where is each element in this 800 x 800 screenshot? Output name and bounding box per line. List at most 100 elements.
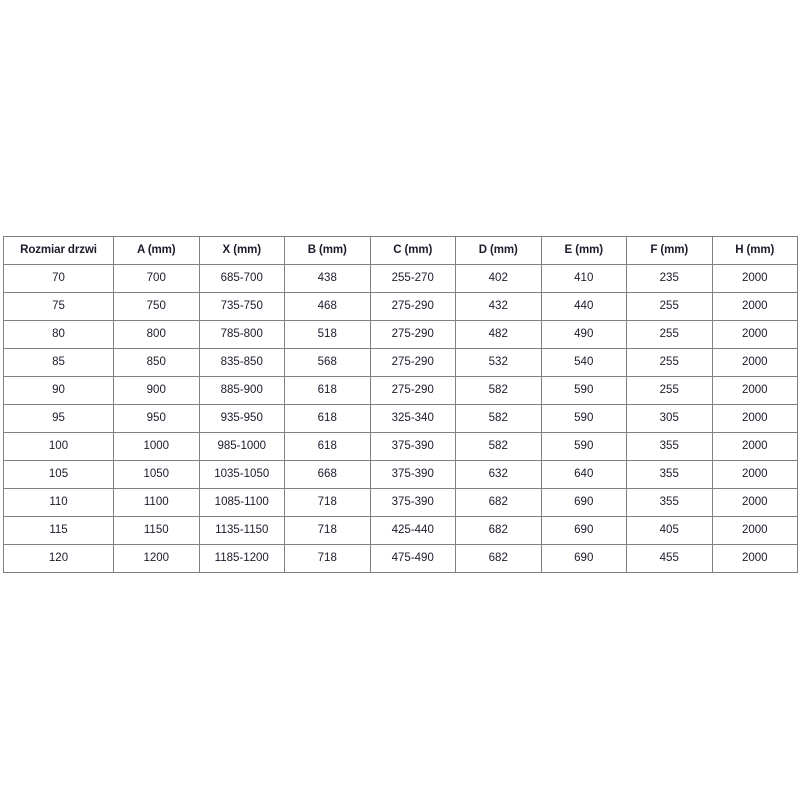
- table-cell: 1185-1200: [198, 544, 285, 573]
- table-row: 100 1000 985-1000 618 375-390 582 590 355 2000: [3, 432, 798, 461]
- table-cell: 255: [626, 320, 713, 349]
- table-cell: 935-950: [198, 404, 285, 433]
- table-row: 70 700 685-700 438 255-270 402 410 235 2000: [3, 264, 798, 293]
- table-cell: 475-490: [369, 544, 456, 573]
- table-cell: 1135-1150: [198, 516, 285, 545]
- table-header: Rozmiar drzwi A (mm) X (mm) B (mm) C (mm) D (…: [3, 236, 798, 265]
- table-cell: 618: [284, 404, 371, 433]
- table-cell: 985-1000: [198, 432, 285, 461]
- column-header-6: D (mm): [455, 236, 542, 265]
- table-cell: 375-390: [369, 488, 456, 517]
- column-header-3: X (mm): [198, 236, 285, 265]
- table-cell: 235: [626, 264, 713, 293]
- table-cell: 468: [284, 292, 371, 321]
- column-header-8: F (mm): [626, 236, 713, 265]
- column-header-1: Rozmiar drzwi: [3, 236, 114, 265]
- table-cell: 455: [626, 544, 713, 573]
- row-label-cell: 80: [3, 320, 114, 349]
- table-cell: 1150: [113, 516, 200, 545]
- table-cell: 590: [540, 404, 627, 433]
- table-cell: 440: [540, 292, 627, 321]
- table-row: 90 900 885-900 618 275-290 582 590 255 2000: [3, 376, 798, 405]
- row-label-cell: 85: [3, 348, 114, 377]
- table-cell: 690: [540, 488, 627, 517]
- table-row: 85 850 835-850 568 275-290 532 540 255 2000: [3, 348, 798, 377]
- table-cell: 1000: [113, 432, 200, 461]
- table-cell: 375-390: [369, 460, 456, 489]
- table-cell: 690: [540, 544, 627, 573]
- column-header-9: H (mm): [711, 236, 798, 265]
- table-cell: 355: [626, 432, 713, 461]
- table-cell: 305: [626, 404, 713, 433]
- table-cell: 405: [626, 516, 713, 545]
- table-cell: 1200: [113, 544, 200, 573]
- table-cell: 425-440: [369, 516, 456, 545]
- row-label-cell: 110: [3, 488, 114, 517]
- table-cell: 2000: [711, 404, 798, 433]
- column-header-5: C (mm): [369, 236, 456, 265]
- table-cell: 735-750: [198, 292, 285, 321]
- table-cell: 668: [284, 460, 371, 489]
- row-label-cell: 105: [3, 460, 114, 489]
- table-cell: 2000: [711, 432, 798, 461]
- table-cell: 255: [626, 348, 713, 377]
- table-cell: 590: [540, 432, 627, 461]
- table-cell: 1050: [113, 460, 200, 489]
- table-cell: 590: [540, 376, 627, 405]
- table-cell: 835-850: [198, 348, 285, 377]
- table-cell: 402: [455, 264, 542, 293]
- table-cell: 482: [455, 320, 542, 349]
- table-cell: 2000: [711, 264, 798, 293]
- table-cell: 640: [540, 460, 627, 489]
- row-label-cell: 90: [3, 376, 114, 405]
- table-cell: 582: [455, 376, 542, 405]
- table-cell: 410: [540, 264, 627, 293]
- table-cell: 850: [113, 348, 200, 377]
- table-cell: 490: [540, 320, 627, 349]
- table-cell: 2000: [711, 544, 798, 573]
- table-cell: 800: [113, 320, 200, 349]
- table-cell: 1035-1050: [198, 460, 285, 489]
- table-row: 95 950 935-950 618 325-340 582 590 305 2000: [3, 404, 798, 433]
- table-cell: 632: [455, 460, 542, 489]
- table-cell: 355: [626, 460, 713, 489]
- door-size-specification-table: Rozmiar drzwi A (mm) X (mm) B (mm) C (mm) D (…: [3, 236, 798, 573]
- table-cell: 1085-1100: [198, 488, 285, 517]
- table-row: 80 800 785-800 518 275-290 482 490 255 2000: [3, 320, 798, 349]
- table-cell: 2000: [711, 488, 798, 517]
- table-header-row: Rozmiar drzwi A (mm) X (mm) B (mm) C (mm) D (…: [3, 236, 798, 265]
- table-cell: 750: [113, 292, 200, 321]
- column-header-2: A (mm): [113, 236, 200, 265]
- table-cell: 885-900: [198, 376, 285, 405]
- row-label-cell: 75: [3, 292, 114, 321]
- table-cell: 950: [113, 404, 200, 433]
- column-header-4: B (mm): [284, 236, 371, 265]
- spec-table-container: Rozmiar drzwi A (mm) X (mm) B (mm) C (mm) D (…: [3, 236, 798, 573]
- table-cell: 255-270: [369, 264, 456, 293]
- row-label-cell: 100: [3, 432, 114, 461]
- row-label-cell: 95: [3, 404, 114, 433]
- table-cell: 582: [455, 404, 542, 433]
- table-cell: 255: [626, 292, 713, 321]
- table-cell: 785-800: [198, 320, 285, 349]
- table-cell: 2000: [711, 348, 798, 377]
- table-cell: 682: [455, 544, 542, 573]
- table-cell: 700: [113, 264, 200, 293]
- row-label-cell: 70: [3, 264, 114, 293]
- table-cell: 2000: [711, 376, 798, 405]
- table-cell: 518: [284, 320, 371, 349]
- table-cell: 325-340: [369, 404, 456, 433]
- table-body: 70 700 685-700 438 255-270 402 410 235 2000 75 750…: [3, 264, 798, 573]
- table-row: 105 1050 1035-1050 668 375-390 632 640 355 2000: [3, 460, 798, 489]
- table-cell: 2000: [711, 320, 798, 349]
- table-cell: 355: [626, 488, 713, 517]
- table-cell: 2000: [711, 460, 798, 489]
- table-cell: 718: [284, 488, 371, 517]
- table-cell: 432: [455, 292, 542, 321]
- table-cell: 2000: [711, 292, 798, 321]
- table-cell: 275-290: [369, 292, 456, 321]
- table-row: 115 1150 1135-1150 718 425-440 682 690 405 2000: [3, 516, 798, 545]
- table-cell: 540: [540, 348, 627, 377]
- row-label-cell: 120: [3, 544, 114, 573]
- table-cell: 375-390: [369, 432, 456, 461]
